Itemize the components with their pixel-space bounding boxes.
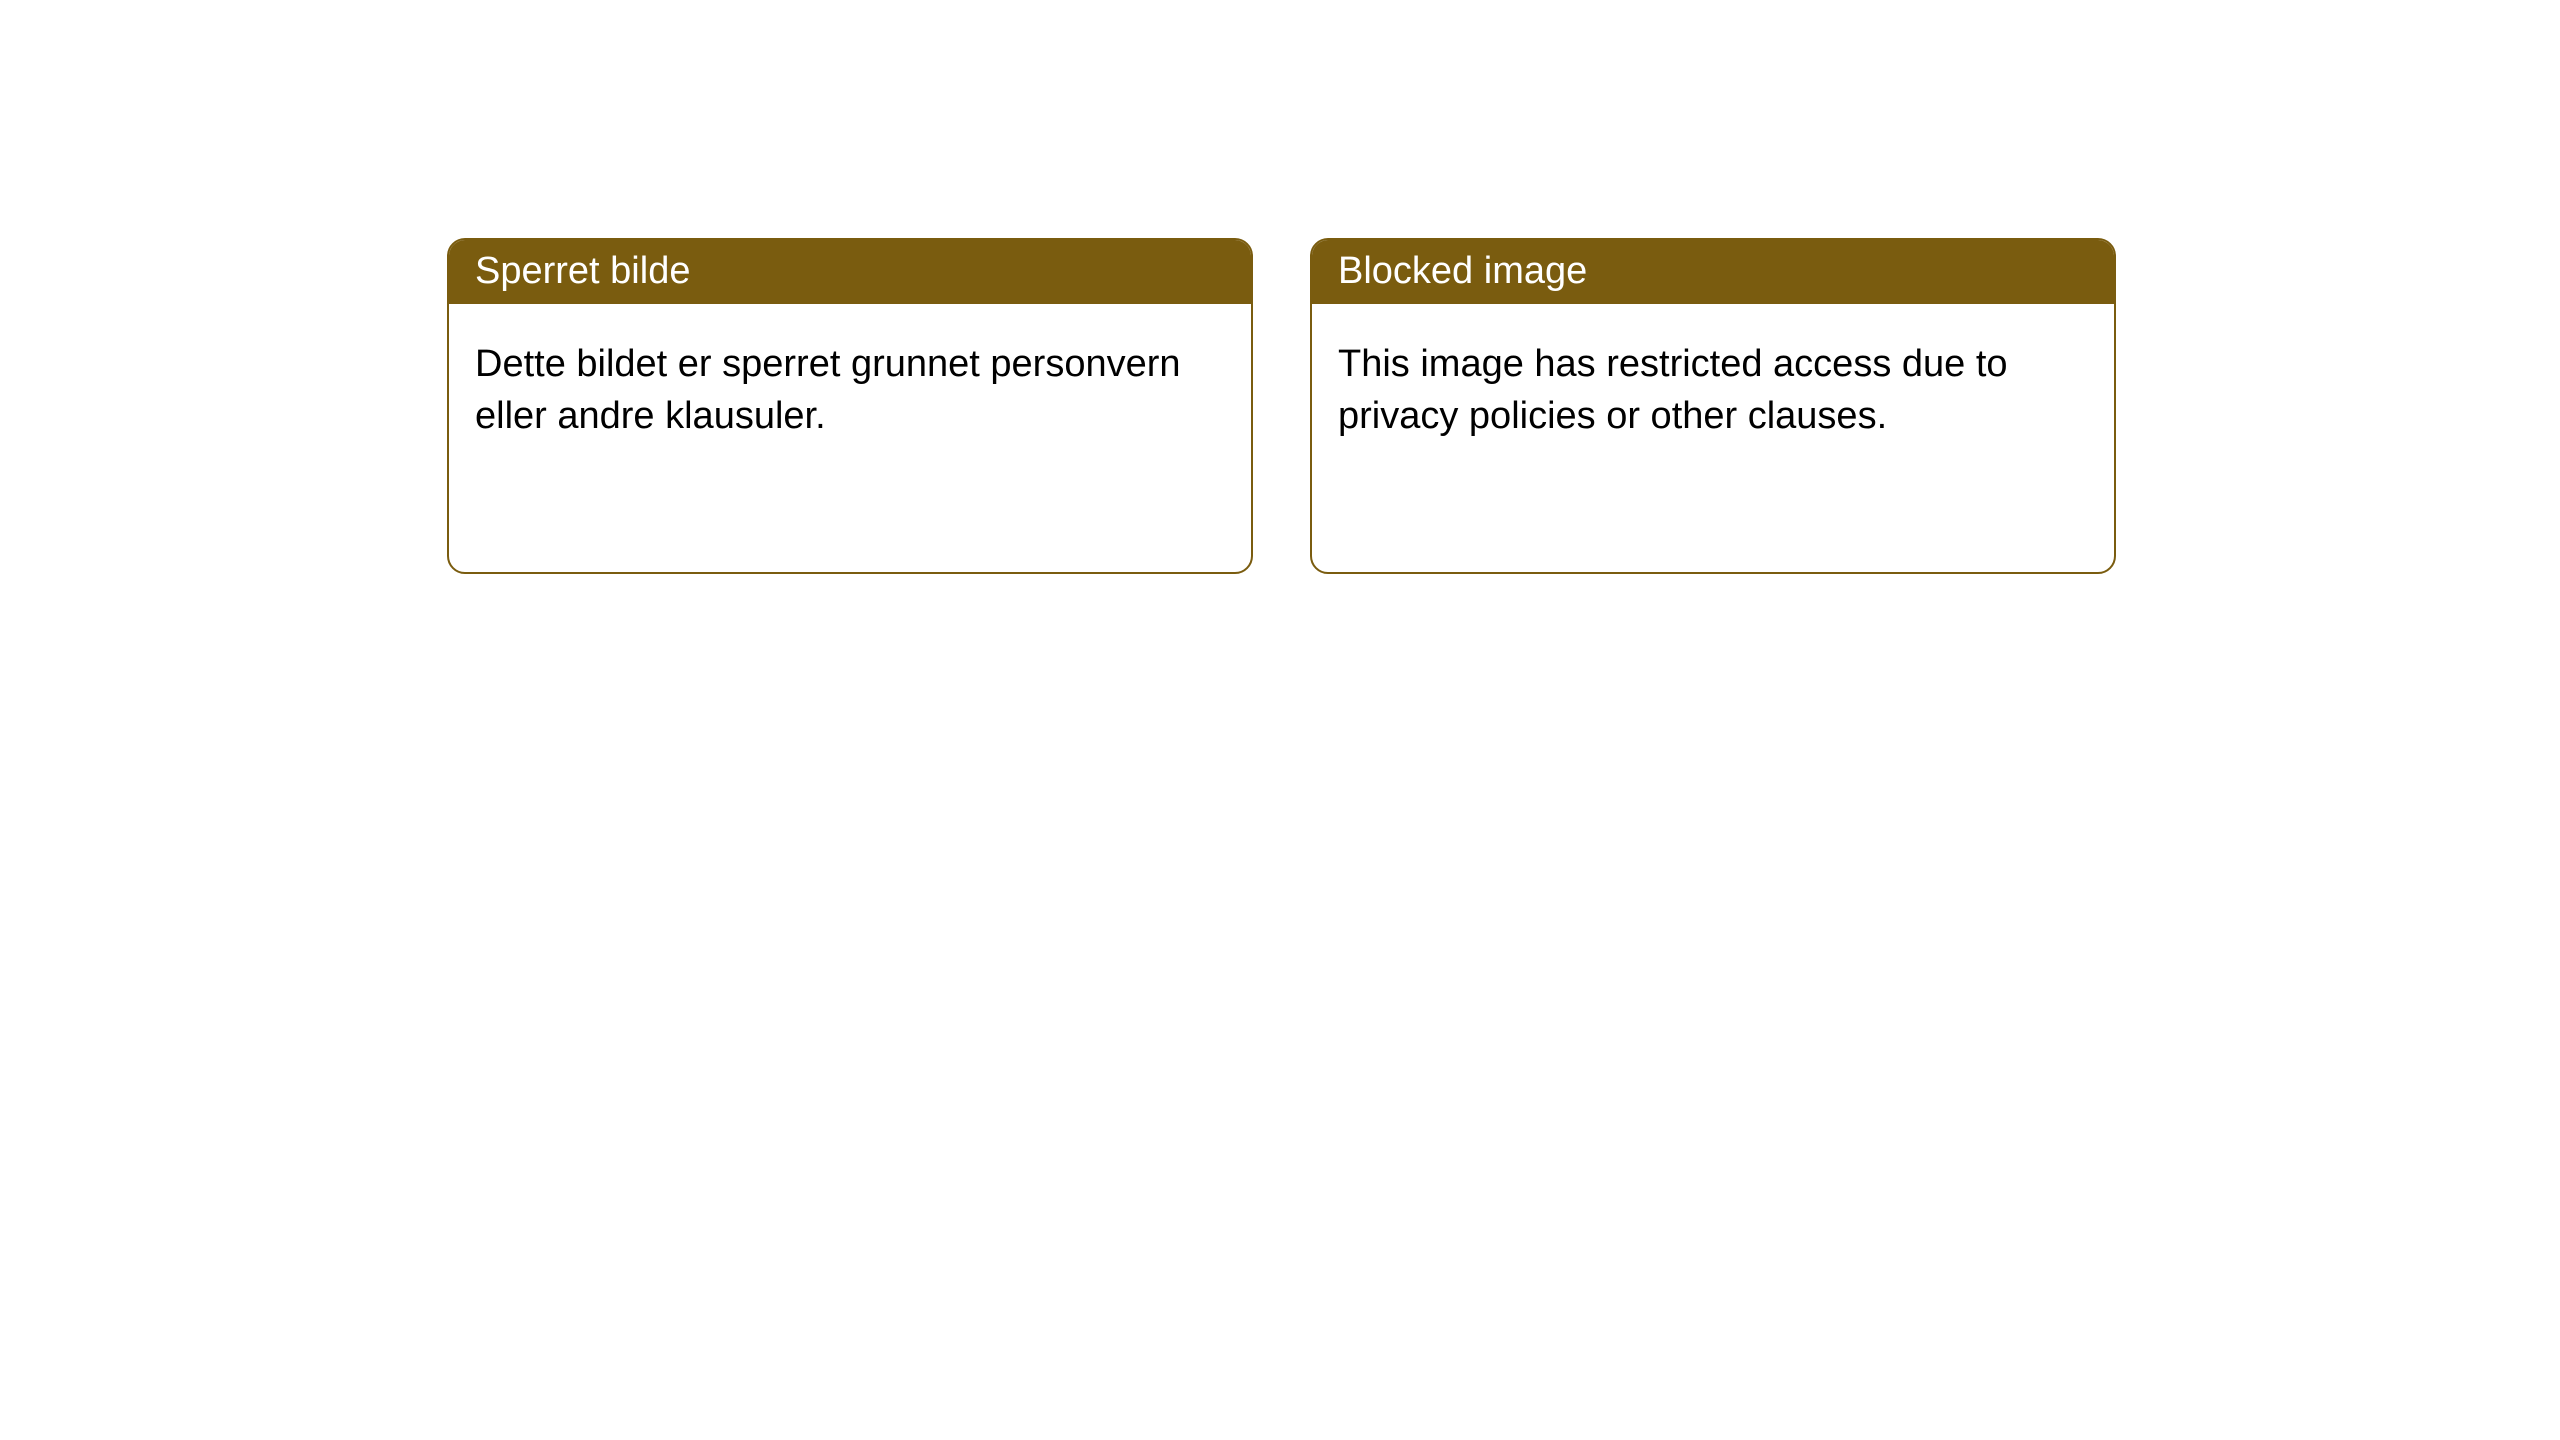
notice-card-norwegian: Sperret bilde Dette bildet er sperret gr… xyxy=(447,238,1253,574)
card-message: This image has restricted access due to … xyxy=(1338,339,2088,442)
notice-card-english: Blocked image This image has restricted … xyxy=(1310,238,2116,574)
card-header: Blocked image xyxy=(1312,240,2114,304)
card-header: Sperret bilde xyxy=(449,240,1251,304)
card-message: Dette bildet er sperret grunnet personve… xyxy=(475,339,1225,442)
notice-container: Sperret bilde Dette bildet er sperret gr… xyxy=(0,0,2560,574)
card-body: Dette bildet er sperret grunnet personve… xyxy=(449,304,1251,572)
card-body: This image has restricted access due to … xyxy=(1312,304,2114,572)
card-title: Blocked image xyxy=(1338,250,1587,292)
card-title: Sperret bilde xyxy=(475,250,690,292)
